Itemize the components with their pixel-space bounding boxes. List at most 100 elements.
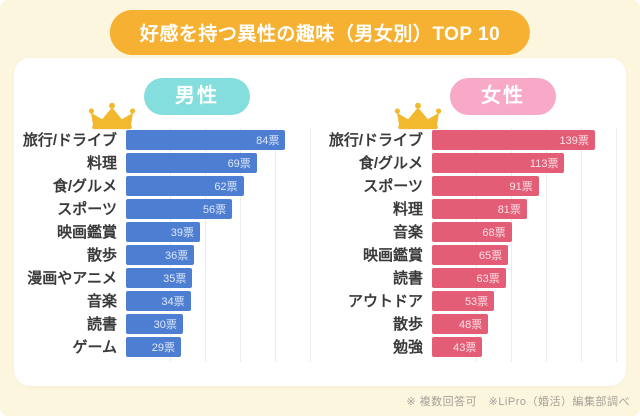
- vote-count: 69票: [227, 157, 251, 170]
- bar-track: 63票: [432, 267, 616, 288]
- bar-track: 39票: [126, 221, 310, 242]
- category-label: 食/グルメ: [358, 155, 423, 172]
- bar: 84票: [126, 129, 286, 150]
- bar-track: 113票: [432, 152, 616, 173]
- bar: 65票: [432, 244, 509, 265]
- crown-icon: [394, 102, 442, 130]
- bar-track: 139票: [432, 129, 616, 150]
- vote-count: 63票: [476, 272, 500, 285]
- category-label: 散歩: [86, 247, 117, 264]
- bar: 39票: [126, 221, 200, 242]
- vote-count: 29票: [151, 341, 176, 354]
- category-label: 読書: [392, 270, 423, 287]
- bar: 35票: [126, 267, 193, 288]
- bar-row: ゲーム 29票: [14, 335, 320, 358]
- bar-row: 漫画やアニメ 35票: [14, 266, 320, 289]
- bar-track: 29票: [126, 336, 310, 357]
- category-label: 料理: [86, 155, 117, 172]
- vote-count: 65票: [478, 249, 503, 262]
- category-label: 散歩: [392, 316, 423, 333]
- category-label: 漫画やアニメ: [27, 270, 117, 287]
- category-label: 音楽: [86, 293, 117, 310]
- bar: 36票: [126, 244, 195, 265]
- bar: 56票: [126, 198, 233, 219]
- footnote: ※ 複数回答可 ※LiPro（婚活）編集部調べ: [406, 396, 630, 408]
- male-group-badge: 男性: [144, 78, 250, 115]
- vote-count: 34票: [161, 295, 185, 308]
- bar-track: 65票: [432, 244, 616, 265]
- category-label: スポーツ: [57, 201, 117, 218]
- chart-title: 好感を持つ異性の趣味（男女別）TOP 10: [109, 10, 531, 55]
- gridline: [310, 128, 311, 362]
- bar-row: 音楽 68票: [320, 220, 626, 243]
- gridline: [240, 128, 241, 362]
- male-chart-column: 男性 旅行/ドライブ 84票料理 69票食/グルメ 62票スポーツ 56票映画鑑賞 39票…: [14, 78, 320, 386]
- bar-track: 43票: [432, 336, 616, 357]
- vote-count: 81票: [497, 203, 521, 216]
- bar-row: スポーツ 56票: [14, 197, 320, 220]
- vote-count: 36票: [165, 249, 189, 262]
- gridline: [616, 128, 617, 362]
- gridline: [581, 128, 582, 362]
- vote-count: 56票: [202, 203, 227, 216]
- bar-track: 36票: [126, 244, 310, 265]
- chart-card: 男性 旅行/ドライブ 84票 料理 69票 食/グルメ 62票 スポーツ 56票 映画鑑賞 39票…: [14, 58, 626, 386]
- bar-row: スポーツ 91票: [320, 174, 626, 197]
- bar: 113票: [432, 152, 565, 173]
- bar-track: 91票: [432, 175, 616, 196]
- bar-row: 映画鑑賞 39票: [14, 220, 320, 243]
- bar: 63票: [432, 267, 506, 288]
- bar-track: 35票: [126, 267, 310, 288]
- vote-count: 68票: [482, 226, 506, 239]
- category-label: 読書: [86, 316, 117, 333]
- category-label: 勉強: [392, 339, 423, 356]
- gridline: [205, 128, 206, 362]
- bar: 29票: [126, 336, 182, 357]
- bar-row: 旅行/ドライブ 84票: [14, 128, 320, 151]
- vote-count: 62票: [214, 180, 238, 193]
- vote-count: 84票: [256, 134, 280, 147]
- gridline: [275, 128, 276, 362]
- bar-row: 映画鑑賞 65票: [320, 243, 626, 266]
- bar: 48票: [432, 313, 489, 334]
- bar-track: 48票: [432, 313, 616, 334]
- bar-track: 56票: [126, 198, 310, 219]
- bar: 139票: [432, 129, 595, 150]
- category-label: 料理: [392, 201, 423, 218]
- bar: 91票: [432, 175, 539, 196]
- category-label: 音楽: [392, 224, 423, 241]
- vote-count: 35票: [163, 272, 187, 285]
- category-label: 旅行/ドライブ: [328, 132, 423, 149]
- vote-count: 53票: [464, 295, 489, 308]
- bar-track: 81票: [432, 198, 616, 219]
- bar-track: 68票: [432, 221, 616, 242]
- bar-track: 69票: [126, 152, 310, 173]
- vote-count: 91票: [509, 180, 533, 193]
- female-group-badge: 女性: [450, 78, 556, 115]
- gridline: [546, 128, 547, 362]
- bar-row: 読書 63票: [320, 266, 626, 289]
- vote-count: 30票: [153, 318, 177, 331]
- category-label: 映画鑑賞: [362, 247, 423, 264]
- bar-track: 84票: [126, 129, 310, 150]
- vote-count: 139票: [559, 134, 589, 147]
- bar: 43票: [432, 336, 483, 357]
- bar-row: 料理 81票: [320, 197, 626, 220]
- bar-track: 30票: [126, 313, 310, 334]
- bar-track: 62票: [126, 175, 310, 196]
- vote-count: 113票: [529, 157, 559, 170]
- category-label: アウトドア: [347, 293, 423, 310]
- bar: 30票: [126, 313, 183, 334]
- vote-count: 39票: [170, 226, 194, 239]
- male-bar-chart: 旅行/ドライブ 84票料理 69票食/グルメ 62票スポーツ 56票映画鑑賞 39票散歩 3…: [14, 102, 320, 362]
- bar: 69票: [126, 152, 257, 173]
- bar-row: 散歩 36票: [14, 243, 320, 266]
- gridline: [511, 128, 512, 362]
- bar-track: 53票: [432, 290, 616, 311]
- bar-row: 料理 69票: [14, 151, 320, 174]
- crown-icon: [88, 102, 136, 130]
- female-chart-column: 女性 旅行/ドライブ 139票食/グルメ 113票スポーツ 91票料理 81票音楽 68票…: [320, 78, 626, 386]
- bar-row: 音楽 34票: [14, 289, 320, 312]
- bar: 34票: [126, 290, 191, 311]
- bar-row: 食/グルメ 62票: [14, 174, 320, 197]
